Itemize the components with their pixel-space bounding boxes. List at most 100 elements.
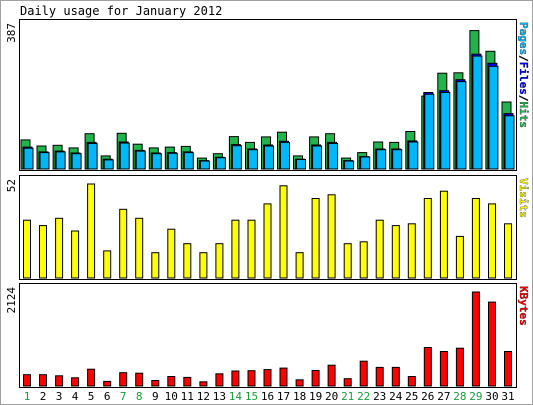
x-tick-label-day-4: 4 [72, 390, 79, 403]
bar-kbytes-day-22 [359, 360, 368, 387]
bar-visits-day-6 [103, 250, 112, 279]
x-axis-day-labels: 1 2 3 4 5 6 7 8 9 10 11 12 13 14 15 16 17 18 19 20 21 22 23 24 2… [24, 390, 515, 403]
bar-kbytes-day-16 [263, 369, 272, 387]
x-tick-label-day-18: 18 [293, 390, 306, 403]
bar-visits-day-15 [247, 219, 256, 279]
bar-visits-day-4 [71, 230, 80, 279]
bar-pages-day-3 [55, 151, 66, 170]
x-tick-label-day-2: 2 [40, 390, 47, 403]
bar-pages-day-1 [23, 147, 34, 170]
legend-top: Pages/Files/Hits [517, 22, 530, 128]
legend-entry: Files [517, 62, 530, 95]
bar-kbytes-day-6 [103, 380, 112, 387]
bar-pages-day-10 [167, 152, 178, 170]
x-tick-label-day-17: 17 [277, 390, 290, 403]
panel-frame [19, 283, 517, 388]
bar-visits-day-29 [471, 198, 480, 279]
bar-kbytes-day-18 [295, 379, 304, 387]
y-max-label: 52 [5, 179, 18, 192]
bar-kbytes-day-10 [167, 376, 176, 387]
bar-kbytes-day-26 [423, 347, 432, 387]
bar-kbytes-day-12 [199, 381, 208, 387]
bar-pages-day-12 [199, 160, 210, 170]
panel-top: 387 Pages/Files/Hits [5, 19, 530, 171]
bar-kbytes-day-7 [119, 372, 128, 387]
bar-kbytes-day-31 [504, 351, 512, 387]
bar-pages-day-15 [248, 149, 258, 170]
bar-pages-day-6 [103, 159, 114, 170]
bar-visits-day-25 [407, 223, 416, 279]
legend-visits: Visits [517, 178, 530, 218]
chart-title: Daily usage for January 2012 [20, 4, 222, 18]
bar-visits-day-23 [375, 219, 384, 279]
x-tick-label-day-1: 1 [24, 390, 31, 403]
bar-visits-day-10 [167, 228, 176, 279]
bar-pages-day-16 [264, 145, 274, 170]
bar-pages-day-22 [360, 156, 371, 170]
bar-visits-day-27 [439, 190, 448, 279]
x-tick-label-day-21: 21 [341, 390, 354, 403]
panel-kbytes: 2124 KBytes [5, 283, 530, 388]
bar-pages-day-27 [440, 92, 451, 170]
bar-kbytes-day-24 [391, 366, 400, 387]
bar-kbytes-day-28 [455, 347, 464, 387]
legend-entry: Visits [517, 178, 530, 218]
x-tick-label-day-29: 29 [469, 390, 482, 403]
bar-pages-day-9 [151, 153, 162, 170]
bar-kbytes-day-21 [343, 378, 352, 387]
bar-pages-day-13 [215, 157, 226, 170]
bar-kbytes-day-20 [327, 364, 336, 387]
bar-visits-day-22 [359, 241, 368, 279]
bar-visits-day-31 [504, 223, 512, 279]
bar-visits-day-17 [279, 185, 288, 279]
bar-pages-day-2 [39, 152, 50, 170]
bar-visits-day-3 [55, 217, 64, 279]
bar-pages-day-17 [280, 141, 290, 170]
bar-pages-day-11 [183, 152, 194, 170]
bar-visits-day-24 [391, 225, 400, 279]
panel-visits: 52 Visits [5, 175, 530, 280]
bar-visits-day-14 [231, 219, 240, 279]
bar-visits-day-18 [295, 252, 304, 279]
bar-visits-day-16 [263, 203, 272, 279]
legend-entry: Pages [517, 22, 530, 55]
bar-pages-day-25 [408, 141, 419, 170]
bar-pages-day-28 [456, 81, 467, 170]
bar-kbytes-day-29 [471, 291, 480, 387]
bar-kbytes-day-1 [23, 374, 31, 387]
x-tick-label-day-3: 3 [56, 390, 63, 403]
chart-panels: 387 Pages/Files/Hits 52 Visits 2124 KBytes [5, 19, 530, 388]
bar-visits-day-12 [199, 252, 208, 279]
x-tick-label-day-15: 15 [245, 390, 258, 403]
bar-pages-day-20 [328, 143, 339, 170]
bar-kbytes-day-17 [279, 367, 288, 387]
bar-pages-day-30 [488, 65, 499, 170]
x-tick-label-day-11: 11 [181, 390, 194, 403]
bar-pages-day-23 [376, 149, 387, 170]
bar-kbytes-day-11 [183, 376, 192, 387]
legend-entry: / [517, 55, 530, 62]
panel-frame [19, 175, 517, 280]
bar-kbytes-day-25 [407, 376, 416, 387]
series-pages [23, 55, 515, 170]
bar-kbytes-day-13 [215, 373, 224, 387]
legend-entry: KBytes [517, 286, 530, 326]
bar-pages-day-24 [392, 149, 403, 170]
bar-kbytes-day-14 [231, 370, 240, 387]
x-tick-label-day-22: 22 [357, 390, 370, 403]
bar-kbytes-day-5 [87, 368, 96, 387]
bar-pages-day-19 [312, 145, 323, 170]
bar-pages-day-4 [71, 153, 82, 170]
series-kbytes [23, 291, 512, 387]
bar-visits-day-26 [423, 198, 432, 279]
x-tick-label-day-30: 30 [485, 390, 498, 403]
x-tick-label-day-16: 16 [261, 390, 274, 403]
x-tick-label-day-28: 28 [453, 390, 466, 403]
bar-kbytes-day-8 [135, 372, 144, 387]
x-tick-label-day-27: 27 [437, 390, 450, 403]
x-tick-label-day-24: 24 [389, 390, 403, 403]
bar-kbytes-day-4 [71, 377, 80, 387]
y-max-label: 387 [5, 23, 18, 43]
bar-visits-day-19 [311, 198, 320, 279]
